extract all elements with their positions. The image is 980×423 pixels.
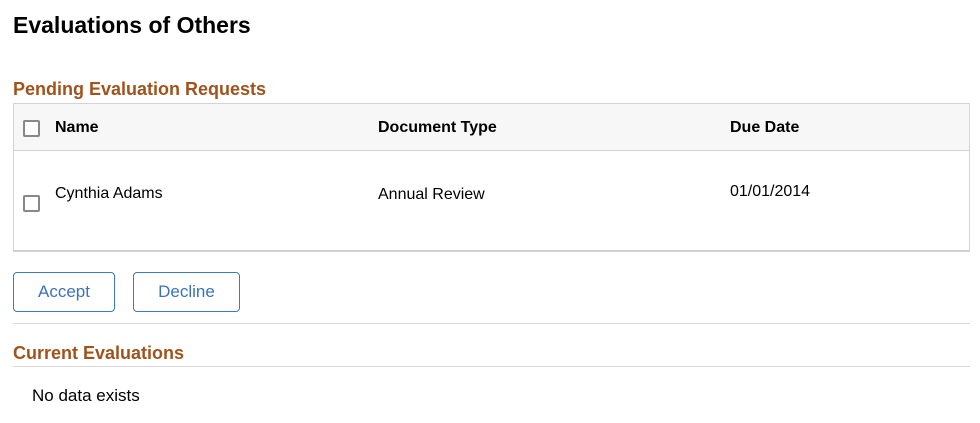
select-all-checkbox[interactable] [23,120,40,137]
accept-button[interactable]: Accept [13,272,115,312]
table-header: Name Document Type Due Date [14,104,969,151]
column-header-due-date: Due Date [730,119,800,136]
pending-section-heading: Pending Evaluation Requests [13,79,267,99]
row-checkbox[interactable] [23,195,40,212]
page-title: Evaluations of Others [13,12,251,38]
divider [13,323,970,324]
divider [13,366,970,367]
decline-button[interactable]: Decline [133,272,240,312]
column-header-document-type: Document Type [378,119,497,136]
pending-requests-table: Name Document Type Due Date Cynthia Adam… [13,103,970,252]
cell-document-type: Annual Review [378,186,485,203]
cell-due-date: 01/01/2014 [730,183,811,200]
column-header-name: Name [55,119,99,136]
current-section-heading: Current Evaluations [13,343,185,363]
cell-name: Cynthia Adams [55,185,163,202]
table-row: Cynthia Adams Annual Review 01/01/2014 [14,151,969,251]
empty-state-text: No data exists [32,386,140,405]
